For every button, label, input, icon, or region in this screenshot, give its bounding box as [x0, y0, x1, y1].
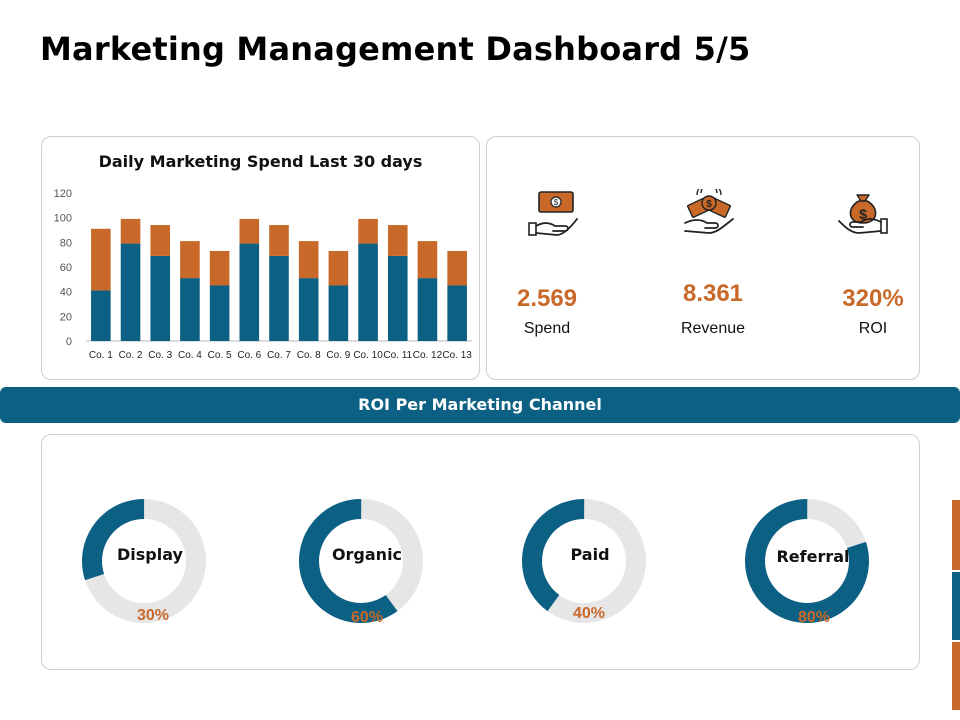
donut-organic-ring	[299, 499, 423, 623]
y-tick-label: 120	[54, 188, 72, 200]
roi-panel: Display 30% Organic 60% Paid 40% Referra…	[41, 434, 920, 670]
y-tick-label: 80	[60, 237, 72, 249]
bar-segment-blue	[120, 243, 141, 341]
x-tick-label: Co. 7	[267, 350, 291, 361]
bar-segment-orange	[447, 250, 467, 286]
kpi-revenue-value: 8.361	[682, 280, 744, 307]
x-tick-label: Co. 9	[326, 350, 350, 361]
bar-segment-blue	[387, 255, 408, 341]
x-tick-label: Co. 8	[297, 350, 321, 361]
bar-segment-orange	[328, 250, 349, 286]
coins-hand-icon: $	[684, 189, 734, 234]
donut-paid: Paid 40%	[520, 495, 660, 635]
donut-display-percent: 30%	[136, 607, 170, 624]
side-accent-bar	[952, 572, 960, 640]
y-tick-label: 60	[60, 262, 72, 274]
donut-organic-percent: 60%	[350, 609, 384, 626]
y-tick-label: 100	[54, 213, 72, 225]
donut-referral: Referral 80%	[743, 495, 883, 635]
kpi-panel: $ 2.569 Spend $ 8.361 Revenue $ 320% ROI	[486, 136, 920, 380]
roi-section-header: ROI Per Marketing Channel	[0, 387, 960, 423]
bar-segment-orange	[269, 225, 289, 256]
bar-segment-orange	[180, 241, 200, 279]
y-tick-label: 0	[66, 336, 72, 348]
donut-display-ring	[82, 499, 206, 623]
donut-paid-percent: 40%	[572, 605, 606, 622]
donut-referral-ring	[745, 499, 869, 623]
bar-segment-orange	[91, 228, 111, 291]
bar-segment-blue	[209, 285, 230, 341]
bar-segment-blue	[91, 290, 111, 341]
y-tick-label: 40	[60, 287, 72, 299]
bar-segment-orange	[209, 250, 230, 286]
daily-spend-chart: 0 20 40 60 80 100 120 Co. 1 Co. 2 Co. 3 Co. 4 Co. 5…	[54, 188, 473, 361]
bar-segment-blue	[447, 285, 467, 341]
kpi-roi-label: ROI	[858, 320, 888, 337]
bar-segment-blue	[239, 243, 260, 341]
money-bag-hand-icon: $	[838, 194, 888, 234]
donut-referral-percent: 80%	[797, 609, 831, 626]
bar-segment-orange	[298, 241, 319, 279]
x-tick-label: Co. 5	[208, 350, 232, 361]
bar-segment-blue	[180, 278, 200, 341]
bar-segment-blue	[417, 278, 438, 341]
kpi-revenue-label: Revenue	[680, 320, 746, 337]
bar-segment-orange	[239, 218, 260, 244]
svg-text:$: $	[859, 206, 867, 222]
bar-segment-blue	[269, 255, 289, 341]
kpi-spend-label: Spend	[523, 320, 571, 337]
bar-segment-orange	[120, 218, 141, 244]
side-accent-bar	[952, 500, 960, 570]
x-tick-label: Co. 4	[178, 350, 202, 361]
kpi-roi-value: 320%	[842, 285, 904, 312]
x-tick-label: Co. 10	[353, 350, 383, 361]
x-tick-label: Co. 2	[119, 350, 143, 361]
donut-display-label: Display	[117, 545, 183, 564]
y-tick-label: 20	[60, 311, 72, 323]
bar-segment-blue	[150, 255, 171, 341]
bar-segment-blue	[328, 285, 349, 341]
x-tick-label: Co. 3	[148, 350, 172, 361]
bar-segment-blue	[358, 243, 378, 341]
x-tick-label: Co. 6	[237, 350, 261, 361]
kpi-spend-value: 2.569	[516, 285, 578, 312]
side-accent-bar	[952, 642, 960, 710]
x-tick-label: Co. 11	[383, 350, 412, 361]
x-tick-label: Co. 12	[413, 350, 443, 361]
x-tick-label: Co. 13	[442, 350, 472, 361]
bar-segment-orange	[358, 218, 378, 244]
donut-paid-label: Paid	[570, 545, 610, 564]
x-tick-label: Co. 1	[89, 350, 113, 361]
donut-referral-label: Referral	[776, 547, 850, 566]
svg-text:$: $	[706, 199, 712, 210]
donut-paid-ring	[522, 499, 646, 623]
chart-title: Daily Marketing Spend Last 30 days	[98, 152, 423, 171]
bar-segment-orange	[417, 241, 438, 279]
bar-segment-orange	[150, 225, 171, 256]
donut-organic-label: Organic	[331, 545, 403, 564]
donut-fill-arc	[299, 499, 423, 623]
money-hand-icon: $	[528, 191, 578, 236]
chart-panel: Daily Marketing Spend Last 30 days 0 20 40…	[41, 136, 480, 380]
donut-display: Display 30%	[80, 495, 220, 635]
svg-text:$: $	[554, 198, 559, 207]
page-title: Marketing Management Dashboard 5/5	[40, 30, 751, 68]
bar-segment-blue	[298, 278, 319, 341]
donut-organic: Organic 60%	[297, 495, 437, 635]
bar-segment-orange	[387, 225, 408, 256]
